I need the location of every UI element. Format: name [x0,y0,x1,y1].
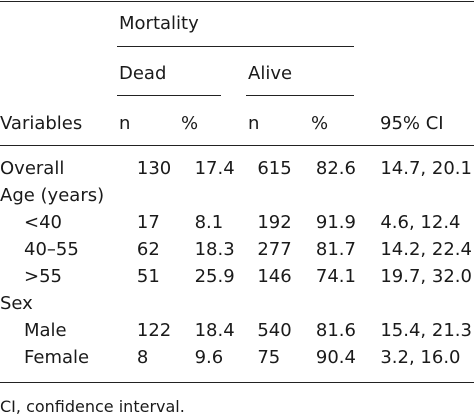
cell-alive-pct [316,290,380,317]
cell-ci: 14.7, 20.1 [380,157,472,179]
cell-alive-n: 540 [257,319,292,341]
cell-dead-n: 17 [136,211,160,233]
cell-alive-pct: 82.6 [315,157,356,179]
subheader-dead: Dead [119,63,167,84]
cell-ci: 3.2, 16.0 [380,346,461,368]
row-label: 40–55 [24,238,79,260]
cell-dead-pct: 25.9 [194,265,235,287]
group-header-mortality: Mortality [119,13,199,34]
subheader-alive: Alive [248,63,293,84]
mortality-rule [117,46,354,47]
row-label: Age (years) [0,184,105,206]
column-header-ci: 95% CI [380,113,444,134]
cell-dead-pct [195,182,258,209]
cell-ci: 14.2, 22.4 [380,238,472,260]
cell-dead-n [137,290,195,317]
header-rule [0,145,474,146]
table-row: Overall 130 17.4 615 82.6 14.7, 20.1 [0,155,474,182]
cell-dead-n [137,182,195,209]
row-label: Sex [0,292,33,314]
cell-alive-n: 75 [257,346,281,368]
table-row: 40–55 62 18.3 277 81.7 14.2, 22.4 [0,236,474,263]
cell-alive-n [257,290,316,317]
dead-rule [117,95,221,96]
row-label: >55 [24,265,62,287]
cell-ci: 4.6, 12.4 [380,211,461,233]
table-row: <40 17 8.1 192 91.9 4.6, 12.4 [0,209,474,236]
cell-ci: 19.7, 32.0 [380,265,472,287]
column-header-alive-pct: % [311,113,329,134]
cell-ci: 15.4, 21.3 [380,319,472,341]
cell-dead-n: 122 [136,319,172,341]
alive-rule [246,95,354,96]
table-row: Male 122 18.4 540 81.6 15.4, 21.3 [0,317,474,344]
cell-alive-n: 615 [257,157,292,179]
cell-dead-n: 130 [136,157,172,179]
cell-ci [380,182,474,209]
cell-dead-pct: 8.1 [194,211,224,233]
cell-dead-pct [195,290,258,317]
top-rule [0,1,474,2]
cell-ci [380,290,474,317]
cell-alive-pct: 91.9 [315,211,356,233]
row-label: Male [24,319,67,341]
cell-dead-pct: 17.4 [194,157,235,179]
cell-alive-pct: 74.1 [315,265,356,287]
cell-alive-n: 277 [257,238,292,260]
cell-alive-pct: 81.6 [315,319,356,341]
row-label: Female [24,346,90,368]
data-table: Overall 130 17.4 615 82.6 14.7, 20.1 Age… [0,155,474,371]
table-row: >55 51 25.9 146 74.1 19.7, 32.0 [0,263,474,290]
table-row: Female 8 9.6 75 90.4 3.2, 16.0 [0,344,474,371]
cell-dead-n: 62 [136,238,160,260]
cell-dead-pct: 18.4 [194,319,235,341]
column-header-alive-n: n [248,113,260,134]
cell-alive-pct: 90.4 [315,346,356,368]
column-header-variables: Variables [0,113,83,134]
cell-dead-pct: 9.6 [194,346,224,368]
table-row: Sex [0,290,474,317]
bottom-rule [0,382,474,383]
column-header-dead-n: n [119,113,131,134]
row-label: Overall [0,157,65,179]
row-label: <40 [24,211,62,233]
column-header-dead-pct: % [181,113,199,134]
table-footnote: CI, confidence interval. [0,397,185,416]
cell-alive-n [257,182,316,209]
cell-alive-pct: 81.7 [315,238,356,260]
cell-dead-n: 8 [136,346,149,368]
table-row: Age (years) [0,182,474,209]
cell-alive-n: 146 [257,265,292,287]
cell-dead-n: 51 [136,265,160,287]
cell-dead-pct: 18.3 [194,238,235,260]
cell-alive-n: 192 [257,211,292,233]
cell-alive-pct [316,182,380,209]
